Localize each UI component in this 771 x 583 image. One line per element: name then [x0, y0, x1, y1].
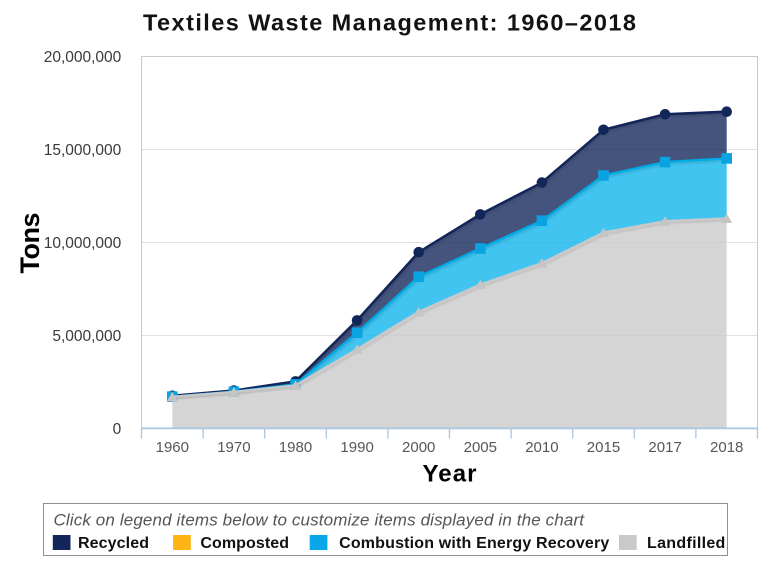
svg-text:15,000,000: 15,000,000	[44, 142, 122, 159]
svg-text:Tons: Tons	[15, 213, 45, 274]
svg-text:Click on legend items below to: Click on legend items below to customize…	[54, 511, 586, 530]
svg-text:Composted: Composted	[200, 535, 289, 552]
svg-text:2015: 2015	[587, 439, 620, 456]
svg-text:1960: 1960	[156, 439, 189, 456]
svg-text:2000: 2000	[402, 439, 435, 456]
svg-text:2017: 2017	[648, 439, 681, 456]
svg-text:Textiles Waste Management: 196: Textiles Waste Management: 1960–2018	[143, 10, 636, 36]
svg-text:1990: 1990	[340, 439, 373, 456]
svg-text:Recycled: Recycled	[78, 535, 149, 552]
svg-text:Combustion with Energy Recover: Combustion with Energy Recovery	[339, 535, 609, 552]
svg-text:Landfilled: Landfilled	[647, 535, 725, 552]
svg-text:1980: 1980	[279, 439, 312, 456]
svg-text:Year: Year	[423, 461, 477, 488]
svg-text:0: 0	[113, 421, 122, 438]
svg-text:10,000,000: 10,000,000	[44, 235, 122, 252]
svg-text:2018: 2018	[710, 439, 743, 456]
svg-text:2010: 2010	[525, 439, 558, 456]
svg-text:5,000,000: 5,000,000	[52, 328, 121, 345]
svg-text:1970: 1970	[217, 439, 250, 456]
svg-text:20,000,000: 20,000,000	[44, 49, 122, 66]
svg-text:2005: 2005	[464, 439, 497, 456]
